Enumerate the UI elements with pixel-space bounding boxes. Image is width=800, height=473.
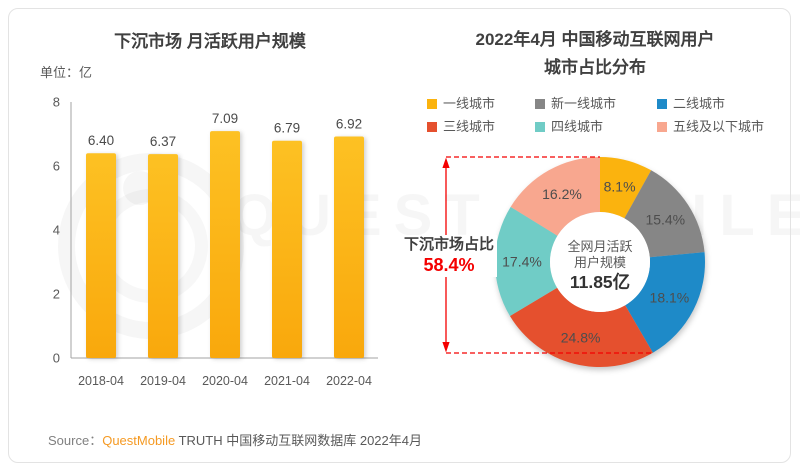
legend-label: 五线及以下城市 [673, 119, 765, 134]
y-tick-label: 8 [53, 95, 60, 110]
annotation-value: 58.4% [423, 255, 475, 275]
source-line: Source：QuestMobile TRUTH 中国移动互联网数据库 2022… [48, 430, 422, 449]
legend-swatch-icon [427, 98, 437, 109]
source-rest: TRUTH 中国移动互联网数据库 2022年4月 [175, 433, 422, 448]
y-tick-label: 2 [53, 287, 60, 302]
bar-chart-title: 下沉市场 月活跃用户规模 [114, 32, 306, 51]
legend-swatch-icon [657, 98, 667, 109]
bar-value-label: 6.92 [336, 117, 362, 132]
sinking-market-annotation: 下沉市场占比 58.4% [401, 235, 497, 277]
pie-slice-二线城市 [625, 252, 705, 353]
bar-2021-04 [272, 140, 302, 358]
x-tick-label: 2021-04 [264, 374, 310, 388]
bar-value-label: 6.40 [88, 133, 114, 148]
pie-percent-label: 15.4% [645, 211, 685, 227]
bar-2019-04 [148, 154, 178, 358]
donut-chart-title-line1: 2022年4月 中国移动互联网用户 [475, 30, 715, 49]
donut-center-line2: 用户规模 [574, 255, 626, 270]
y-tick-label: 6 [53, 159, 60, 174]
donut-percent-labels: 8.1% 15.4% 18.1% 24.8% 17.4% 16.2% [502, 179, 689, 346]
legend-item-三线城市: 三线城市 [427, 119, 535, 134]
pie-percent-label: 16.2% [542, 186, 582, 202]
legend-label: 一线城市 [443, 96, 496, 111]
pie-percent-label: 8.1% [604, 179, 636, 195]
donut-chart: 8.1% 15.4% 18.1% 24.8% 17.4% 16.2% 全网月活跃 用户规模… [442, 156, 705, 367]
bar-chart: 0 2 4 6 8 6.40 2018-04 6.37 2019-04 7.09 2020-04 6.… [53, 95, 378, 388]
legend-item-一线城市: 一线城市 [427, 96, 535, 111]
legend-item-二线城市: 二线城市 [657, 96, 764, 111]
legend-swatch-icon [657, 121, 667, 132]
source-label: Source： [48, 433, 103, 448]
donut-slices [495, 157, 705, 367]
x-tick-label: 2018-04 [78, 374, 124, 388]
pie-percent-label: 18.1% [650, 290, 690, 306]
bar-2022-04 [334, 136, 364, 358]
pie-percent-label: 17.4% [502, 254, 542, 270]
donut-chart-title: 2022年4月 中国移动互联网用户 城市占比分布 [400, 26, 790, 82]
legend-label: 四线城市 [551, 119, 604, 134]
x-tick-label: 2019-04 [140, 374, 186, 388]
bar-value-label: 6.79 [274, 121, 300, 136]
donut-center-value: 11.85亿 [570, 272, 630, 292]
donut-center-line1: 全网月活跃 [567, 239, 632, 254]
x-tick-label: 2022-04 [326, 374, 372, 388]
legend-swatch-icon [535, 121, 545, 132]
pie-slice-一线城市 [600, 157, 652, 219]
unit-label: 单位：亿 [40, 65, 93, 80]
pie-slice-三线城市 [509, 287, 653, 367]
pie-slice-新一线城市 [624, 170, 705, 258]
bracket-down-arrow-icon [442, 342, 450, 353]
bar-2018-04 [86, 153, 116, 358]
legend-label: 三线城市 [443, 119, 496, 134]
source-brand: QuestMobile [102, 433, 176, 448]
legend: 一线城市 新一线城市 二线城市三线城市 四线城市 五线及以下城市 [427, 96, 764, 134]
legend-swatch-icon [427, 121, 437, 132]
donut-hole [550, 212, 650, 312]
y-tick-label: 0 [53, 351, 60, 366]
x-tick-label: 2020-04 [202, 374, 248, 388]
bracket-up-arrow-icon [442, 157, 450, 168]
legend-label: 二线城市 [673, 96, 726, 111]
pie-percent-label: 24.8% [561, 330, 601, 346]
legend-label: 新一线城市 [551, 96, 617, 111]
y-tick-label: 4 [53, 223, 60, 238]
legend-item-新一线城市: 新一线城市 [535, 96, 657, 111]
pie-slice-五线及以下城市 [510, 157, 600, 236]
donut-chart-title-line2: 城市占比分布 [544, 58, 646, 77]
bar-2020-04 [210, 131, 240, 358]
annotation-label: 下沉市场占比 [403, 236, 494, 253]
legend-swatch-icon [535, 98, 545, 109]
bar-value-label: 6.37 [150, 134, 176, 149]
bar-value-label: 7.09 [212, 111, 238, 126]
legend-item-四线城市: 四线城市 [535, 119, 657, 134]
pie-slice-四线城市 [495, 206, 558, 317]
legend-item-五线及以下城市: 五线及以下城市 [657, 119, 764, 134]
